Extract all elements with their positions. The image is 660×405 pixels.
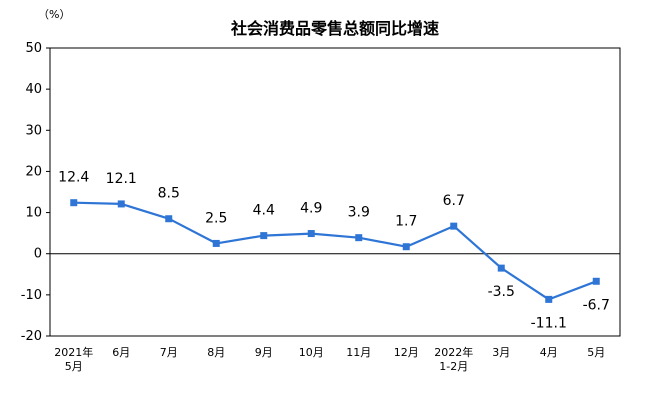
data-label: -11.1 [531, 315, 567, 331]
y-tick-label: 40 [25, 82, 42, 97]
data-point-marker [592, 277, 600, 285]
x-tick-label: 1-2月 [439, 360, 468, 373]
data-label: 3.9 [348, 205, 370, 221]
data-label: 12.1 [106, 171, 137, 187]
data-point-marker [307, 230, 315, 238]
data-point-marker [260, 232, 268, 240]
x-tick-label: 2021年 [54, 345, 93, 359]
x-tick-label: 9月 [255, 346, 273, 359]
data-point-marker [497, 264, 505, 272]
y-tick-label: 50 [25, 41, 42, 56]
x-tick-label: 3月 [492, 346, 510, 359]
data-label: 4.9 [300, 201, 322, 217]
y-tick-label: -20 [21, 329, 42, 344]
data-label: 2.5 [205, 210, 227, 226]
series-line-group [70, 199, 600, 303]
x-tick-label: 7月 [160, 346, 178, 359]
x-tick-label: 4月 [540, 346, 558, 359]
data-point-marker [545, 295, 553, 303]
data-point-marker [117, 200, 125, 208]
data-point-marker [70, 199, 78, 207]
data-point-marker [402, 243, 410, 251]
data-point-marker [165, 215, 173, 223]
data-point-marker [450, 222, 458, 230]
data-label: 12.4 [58, 170, 89, 186]
x-tick-label: 2022年 [434, 345, 473, 359]
y-axis: 50 40 30 20 10 0 -10 -20 [21, 41, 621, 344]
y-unit-label: （%） [38, 8, 70, 21]
x-tick-label: 12月 [394, 346, 419, 359]
data-label: -6.7 [583, 297, 610, 313]
y-tick-label: 0 [34, 247, 42, 262]
x-tick-label: 5月 [65, 360, 83, 373]
y-tick-label: 30 [25, 123, 42, 138]
y-tick-label: -10 [21, 288, 42, 303]
series-line [73, 201, 597, 301]
y-tick-label: 10 [25, 206, 42, 221]
x-tick-label: 5月 [587, 346, 605, 359]
data-point-marker [355, 234, 363, 242]
y-tick-label: 20 [25, 164, 42, 179]
data-point-marker [212, 239, 220, 247]
data-label: -3.5 [488, 284, 515, 300]
x-tick-label: 8月 [207, 346, 225, 359]
data-label: 4.4 [253, 203, 275, 219]
x-tick-label: 6月 [112, 346, 130, 359]
x-tick-label: 10月 [299, 346, 324, 359]
data-label-group: 12.4 12.1 8.5 2.5 4.4 4.9 3.9 1.7 6.7 -3.5 -11.1 -6… [58, 170, 610, 332]
data-label: 8.5 [158, 186, 180, 202]
plot-frame [49, 47, 621, 337]
chart-title: 社会消费品零售总额同比增速 [230, 19, 439, 38]
data-label: 1.7 [395, 214, 417, 230]
x-tick-label: 11月 [346, 346, 371, 359]
data-label: 6.7 [443, 193, 465, 209]
